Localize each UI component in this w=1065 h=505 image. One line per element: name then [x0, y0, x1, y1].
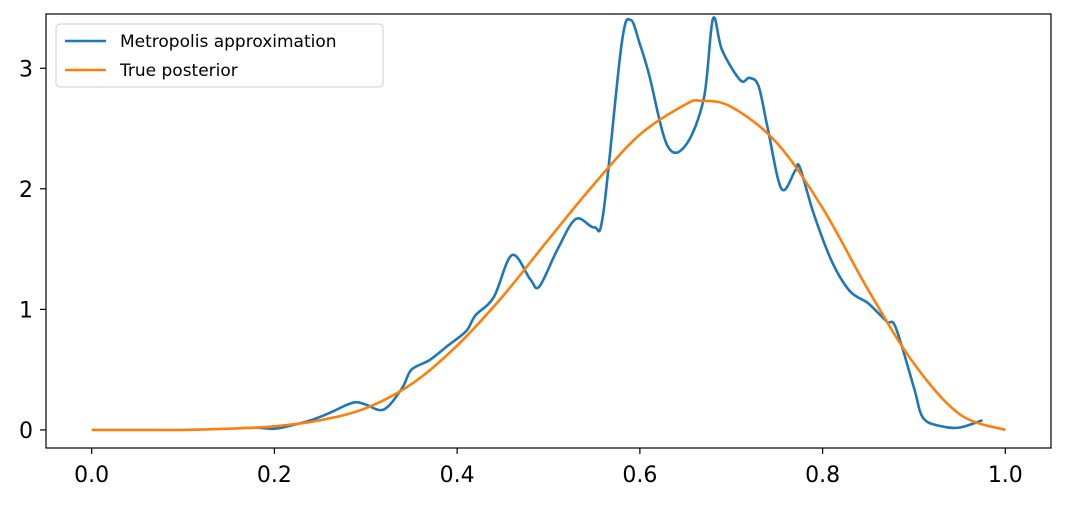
plot-frame: [45, 13, 1052, 449]
legend-label: Metropolis approximation: [120, 32, 337, 52]
legend: Metropolis approximation True posterior: [55, 23, 384, 88]
x-tick-label: 0.4: [440, 463, 475, 488]
y-tick-label: 1: [19, 298, 33, 323]
series-line-true-posterior: [91, 98, 1006, 432]
legend-label: True posterior: [119, 61, 238, 81]
y-tick-label: 0: [19, 419, 33, 444]
x-tick-label: 0.2: [257, 463, 292, 488]
x-tick-label: 0.0: [74, 463, 109, 488]
legend-box: [55, 23, 384, 88]
x-tick-label: 0.8: [805, 463, 840, 488]
y-tick-label: 2: [19, 178, 33, 203]
x-tick-label: 0.6: [622, 463, 657, 488]
series-line-metropolis-approximation: [256, 16, 983, 431]
y-tick-label: 3: [19, 57, 33, 82]
x-tick-label: 1.0: [988, 463, 1023, 488]
